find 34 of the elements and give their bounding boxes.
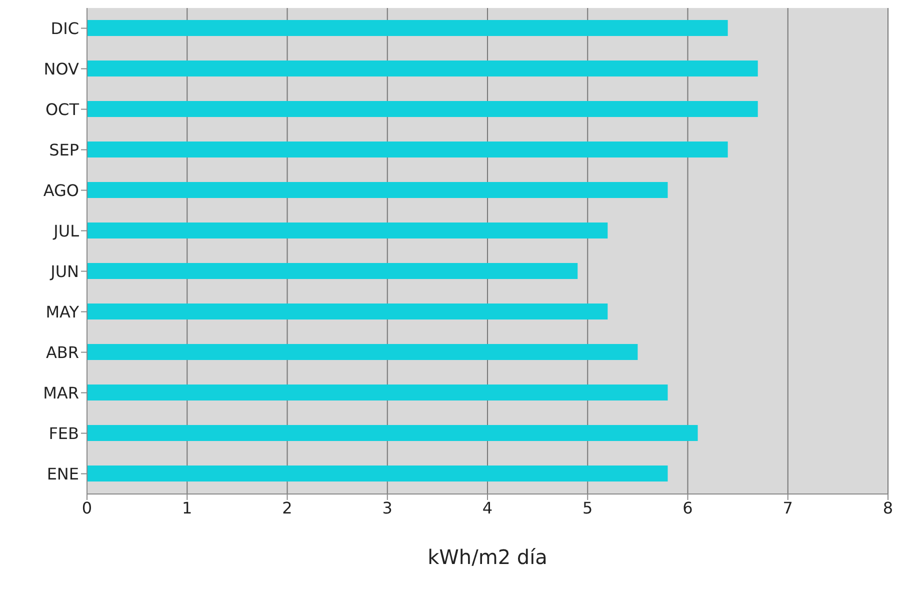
y-tick-label: ABR bbox=[46, 342, 79, 362]
x-tick-label: 3 bbox=[382, 498, 392, 518]
x-tick-label: 5 bbox=[582, 498, 593, 518]
bar bbox=[87, 60, 758, 76]
bar bbox=[87, 304, 608, 320]
y-tick-label: OCT bbox=[45, 100, 80, 119]
bar bbox=[87, 20, 728, 36]
bar bbox=[87, 182, 668, 198]
bar bbox=[87, 222, 608, 238]
bar bbox=[87, 466, 668, 482]
y-tick-label: SEP bbox=[49, 140, 80, 160]
x-tick-label: 0 bbox=[82, 498, 92, 518]
bar bbox=[87, 384, 668, 400]
y-tick-label: NOV bbox=[44, 59, 80, 78]
y-tick-label: FEB bbox=[48, 424, 79, 443]
bar bbox=[87, 425, 698, 441]
y-tick-label: JUL bbox=[52, 221, 80, 240]
x-tick-label: 2 bbox=[282, 498, 292, 518]
x-tick-label: 8 bbox=[882, 498, 894, 518]
y-tick-label: DIC bbox=[50, 18, 79, 38]
x-tick-label: 1 bbox=[182, 498, 192, 518]
bar bbox=[87, 344, 638, 360]
x-tick-label: 7 bbox=[782, 498, 793, 518]
y-tick-label: AGO bbox=[43, 180, 79, 200]
y-tick-label: ENE bbox=[46, 464, 79, 484]
x-tick-label: 4 bbox=[482, 498, 493, 518]
bar bbox=[87, 142, 728, 158]
bar bbox=[87, 101, 758, 117]
y-tick-label: JUN bbox=[50, 262, 79, 281]
x-tick-label: 6 bbox=[682, 498, 693, 518]
x-axis-title: kWh/m2 día bbox=[428, 545, 548, 569]
bar bbox=[87, 263, 578, 279]
y-tick-label: MAR bbox=[43, 383, 79, 402]
y-tick-label: MAY bbox=[46, 302, 80, 322]
